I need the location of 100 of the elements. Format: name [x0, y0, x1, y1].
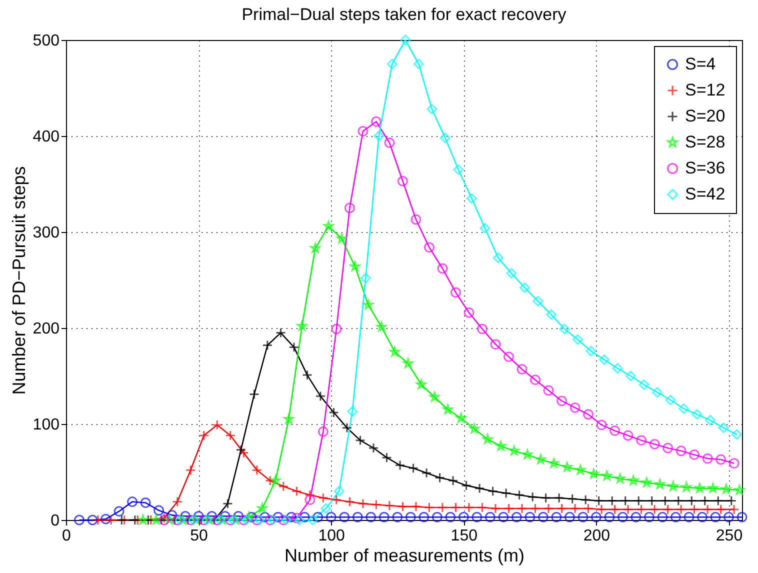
legend-label: S=36 — [685, 158, 726, 178]
point — [503, 503, 514, 514]
point — [408, 462, 418, 474]
point — [736, 512, 748, 522]
point — [458, 512, 469, 522]
point — [268, 514, 278, 526]
point — [546, 309, 556, 320]
point — [172, 496, 183, 507]
point — [140, 498, 151, 508]
point — [604, 512, 615, 522]
point — [509, 446, 520, 456]
point — [424, 242, 434, 253]
point — [270, 475, 280, 486]
point — [657, 512, 668, 522]
point — [310, 243, 320, 253]
point — [484, 512, 496, 522]
point — [492, 252, 504, 264]
legend-label: S=12 — [685, 80, 726, 100]
point — [676, 504, 686, 515]
point — [642, 477, 652, 487]
point — [228, 514, 238, 526]
point — [500, 488, 512, 498]
point — [516, 364, 528, 374]
point — [678, 403, 689, 414]
point — [244, 512, 254, 522]
point — [392, 512, 403, 522]
point — [575, 464, 586, 474]
point — [490, 339, 501, 350]
point — [397, 176, 408, 186]
y-axis-title: Number of PD−Pursuit steps — [8, 166, 29, 395]
point — [594, 496, 604, 506]
point — [432, 512, 442, 522]
point — [130, 514, 140, 526]
point — [620, 496, 631, 506]
point — [712, 496, 724, 506]
point — [638, 379, 650, 390]
point — [610, 504, 620, 515]
point — [390, 346, 400, 356]
point — [610, 426, 620, 436]
point — [559, 324, 570, 334]
point — [424, 502, 434, 513]
point — [710, 512, 721, 522]
point — [538, 512, 548, 522]
point — [280, 514, 292, 526]
point — [400, 34, 411, 46]
point — [652, 387, 662, 398]
legend-label: S=20 — [685, 106, 726, 126]
point — [676, 446, 686, 456]
point — [378, 512, 390, 522]
point — [519, 282, 530, 293]
point — [633, 496, 644, 506]
point — [474, 483, 485, 494]
point — [665, 394, 676, 406]
point — [551, 512, 562, 522]
point — [466, 193, 477, 204]
point — [702, 504, 713, 515]
point — [450, 287, 461, 298]
point — [296, 320, 307, 330]
point — [630, 512, 642, 522]
point — [169, 514, 180, 526]
point — [421, 468, 432, 478]
point — [174, 514, 186, 526]
point — [185, 464, 196, 476]
point — [178, 514, 188, 524]
point — [384, 500, 395, 511]
point — [536, 454, 546, 464]
point — [397, 501, 408, 512]
point — [570, 402, 580, 413]
point — [374, 130, 384, 142]
legend-label: S=4 — [685, 54, 716, 74]
point — [252, 464, 262, 476]
point — [418, 512, 430, 522]
x-tick-label: 0 — [62, 528, 72, 544]
point — [480, 222, 490, 234]
point — [490, 503, 501, 514]
point — [190, 514, 201, 524]
point — [580, 494, 591, 506]
point — [532, 296, 544, 306]
point — [448, 475, 458, 486]
point — [530, 503, 540, 514]
point — [151, 514, 162, 524]
point — [291, 512, 302, 524]
point — [394, 460, 406, 470]
point — [476, 502, 488, 513]
y-tick-label: 400 — [32, 128, 60, 146]
point — [318, 426, 328, 437]
chart-title: Primal−Dual steps taken for exact recovery — [242, 5, 567, 24]
point — [182, 514, 194, 526]
point — [572, 334, 583, 345]
point — [254, 514, 265, 526]
point — [276, 328, 286, 338]
point — [286, 512, 297, 522]
point — [413, 58, 424, 70]
point — [556, 396, 567, 406]
point — [516, 503, 528, 514]
point — [598, 354, 610, 365]
x-tick-label: 50 — [190, 528, 208, 544]
point — [564, 512, 575, 522]
point — [366, 512, 376, 522]
point — [344, 202, 355, 214]
